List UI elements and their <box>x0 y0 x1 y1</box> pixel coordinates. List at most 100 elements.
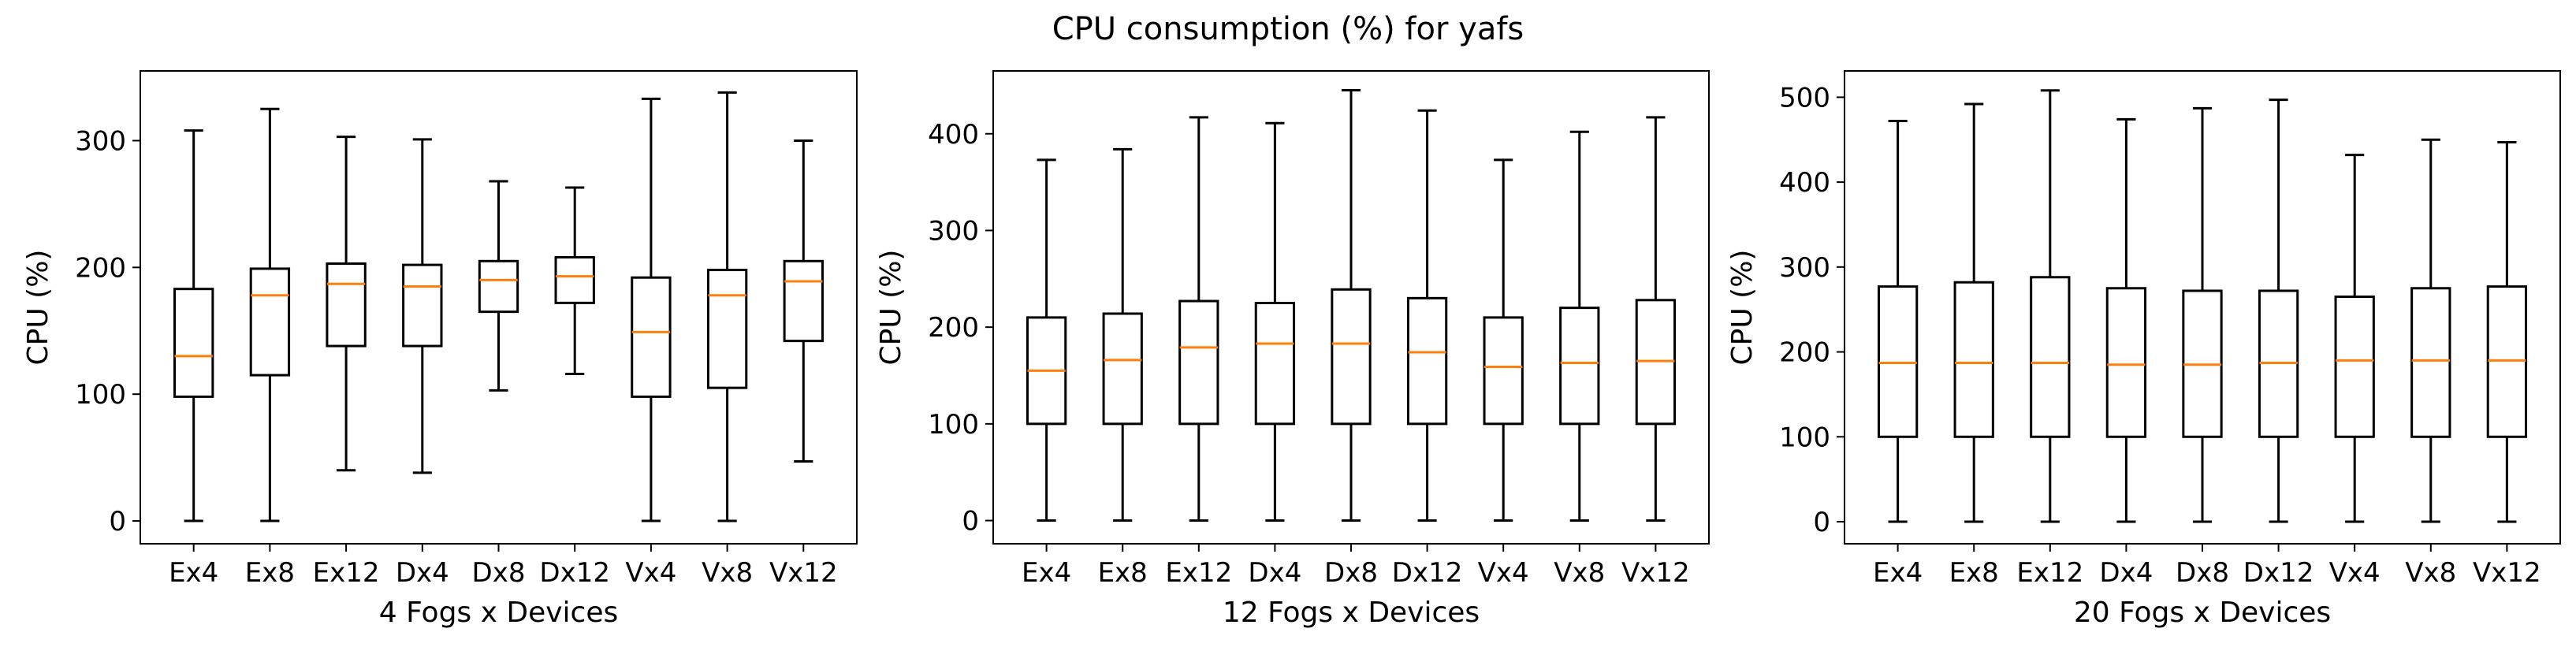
box-iqr <box>2486 285 2528 438</box>
y-tick-label: 100 <box>1779 422 1830 453</box>
box-Dx8 <box>1331 89 1372 522</box>
x-tick-label: Vx4 <box>1478 557 1529 589</box>
x-tick-label: Dx4 <box>2099 557 2153 589</box>
box-iqr <box>1102 312 1143 426</box>
box-iqr <box>402 263 443 348</box>
y-tick-label: 400 <box>928 119 979 151</box>
box-Ex4 <box>1877 120 1919 523</box>
box-Dx4 <box>2105 117 2147 523</box>
y-tick-label: 300 <box>75 125 126 157</box>
x-axis-label: 20 Fogs x Devices <box>2074 597 2331 629</box>
box-Ex12 <box>2030 89 2071 523</box>
x-tick-label: Dx4 <box>396 557 449 589</box>
subplot-3: Ex4 Ex8 Ex12 Dx4 Dx8 Dx12 Vx4 Vx8 Vx12 0 100 200 300… <box>1726 70 2561 629</box>
x-tick-label: Dx8 <box>2176 557 2229 589</box>
x-tick-label: Vx12 <box>1621 557 1690 589</box>
x-tick-label: Ex4 <box>1022 557 1071 589</box>
x-tick-label: Vx4 <box>625 557 676 589</box>
x-axis-label: 4 Fogs x Devices <box>379 597 618 629</box>
x-tick-label: Dx8 <box>1324 557 1378 589</box>
box-iqr <box>706 269 748 389</box>
box-Vx12 <box>2486 140 2528 523</box>
y-tick-label: 300 <box>1779 252 1830 284</box>
box-iqr <box>249 267 291 377</box>
x-tick-label: Dx12 <box>539 557 610 589</box>
box-iqr <box>1254 301 1296 426</box>
y-tick-label: 100 <box>75 379 126 411</box>
box-Dx8 <box>478 180 519 392</box>
box-Vx8 <box>1559 130 1600 522</box>
y-tick-label: 0 <box>1813 507 1830 538</box>
y-axis-label: CPU (%) <box>1726 250 1759 366</box>
box-Dx12 <box>554 186 595 375</box>
box-iqr <box>1331 288 1372 426</box>
y-axis-label: CPU (%) <box>875 250 907 366</box>
box-iqr <box>1483 316 1524 426</box>
box-iqr <box>2334 296 2375 438</box>
x-tick-label: Ex12 <box>313 557 380 589</box>
x-tick-label: Dx12 <box>2243 557 2314 589</box>
box-iqr <box>631 276 672 398</box>
box-Vx12 <box>783 139 824 463</box>
box-Dx4 <box>402 138 443 474</box>
box-Vx8 <box>706 91 748 522</box>
box-Ex12 <box>326 136 367 472</box>
x-tick-label: Dx12 <box>1392 557 1463 589</box>
box-Vx4 <box>1483 158 1524 522</box>
figure-title: CPU consumption (%) for yafs <box>1052 11 1524 47</box>
box-iqr <box>2030 276 2071 438</box>
box-Ex4 <box>173 129 214 522</box>
x-tick-label: Ex8 <box>1098 557 1148 589</box>
y-tick-label: 300 <box>928 215 979 247</box>
box-iqr <box>173 288 214 398</box>
y-tick-label: 500 <box>1779 82 1830 113</box>
box-Vx4 <box>631 97 672 522</box>
box-Vx8 <box>2410 138 2451 523</box>
box-iqr <box>1953 281 1994 438</box>
axes-frame <box>140 70 858 545</box>
box-Dx4 <box>1254 121 1296 522</box>
box-Dx12 <box>1406 109 1448 522</box>
box-iqr <box>1178 299 1219 426</box>
y-tick-label: 0 <box>109 506 126 537</box>
x-tick-label: Vx12 <box>2473 557 2541 589</box>
box-iqr <box>2105 287 2147 438</box>
y-tick-label: 200 <box>1779 337 1830 369</box>
box-iqr <box>326 262 367 348</box>
box-Ex8 <box>249 107 291 522</box>
y-tick-label: 400 <box>1779 167 1830 199</box>
y-tick-label: 100 <box>928 409 979 441</box>
x-tick-label: Ex12 <box>1165 557 1232 589</box>
box-Ex8 <box>1953 102 1994 523</box>
y-axis-label: CPU (%) <box>22 250 54 366</box>
subplot-2: Ex4 Ex8 Ex12 Dx4 Dx8 Dx12 Vx4 Vx8 Vx12 0 100 200 300… <box>875 70 1710 629</box>
x-tick-label: Vx8 <box>702 557 753 589</box>
x-tick-label: Vx4 <box>2329 557 2381 589</box>
box-Vx12 <box>1635 116 1677 522</box>
box-iqr <box>1559 307 1600 426</box>
x-tick-label: Vx8 <box>1554 557 1605 589</box>
x-tick-label: Dx4 <box>1248 557 1301 589</box>
box-iqr <box>478 259 519 314</box>
box-Dx12 <box>2258 99 2299 523</box>
y-tick-label: 200 <box>928 312 979 344</box>
y-tick-label: 200 <box>75 252 126 284</box>
y-tick-label: 0 <box>962 506 979 537</box>
box-Ex12 <box>1178 116 1219 522</box>
axes-frame <box>992 70 1710 545</box>
box-Ex4 <box>1026 158 1067 522</box>
box-iqr <box>554 255 595 304</box>
box-iqr <box>1877 285 1919 438</box>
box-Ex8 <box>1102 147 1143 522</box>
x-tick-label: Ex12 <box>2016 557 2083 589</box>
x-tick-label: Ex4 <box>169 557 218 589</box>
box-iqr <box>783 259 824 343</box>
x-axis-label: 12 Fogs x Devices <box>1223 597 1480 629</box>
x-tick-label: Ex4 <box>1873 557 1923 589</box>
x-tick-label: Vx12 <box>769 557 838 589</box>
axes-frame <box>1844 70 2561 545</box>
x-tick-label: Ex8 <box>1949 557 1999 589</box>
box-Vx4 <box>2334 154 2375 523</box>
x-tick-label: Vx8 <box>2405 557 2456 589</box>
